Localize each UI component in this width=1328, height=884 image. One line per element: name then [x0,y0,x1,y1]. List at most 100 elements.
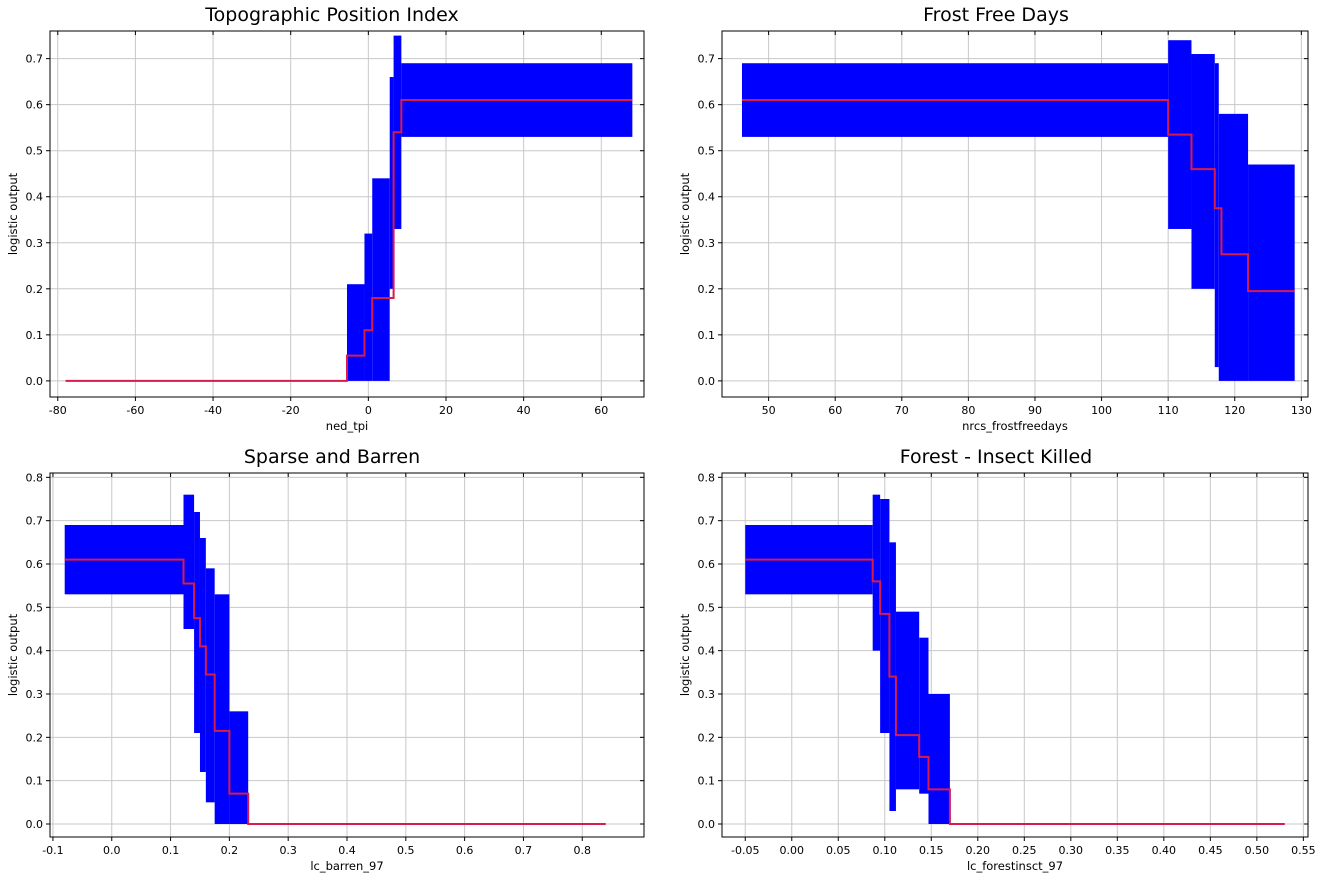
y-tick-label: 0.5 [698,601,716,614]
band-segment [1248,164,1295,381]
chart-panel-frost-free-days: Frost Free Days 50 60 70 80 90 100 110 120 130 0.… [664,0,1328,442]
y-tick-label: 0.2 [698,283,716,296]
y-tick-label: 0.6 [26,558,44,571]
x-tick-label: -20 [282,404,300,417]
band-segment [372,178,390,381]
y-tick-label: 0.3 [698,237,716,250]
x-tick-label: 90 [1028,404,1042,417]
x-tick-label: 80 [961,404,975,417]
x-tick-label: 0.50 [1245,844,1270,857]
response-line [65,99,633,382]
response-line [745,558,1285,825]
band-segment [199,538,206,772]
x-tick-label: 50 [762,404,776,417]
y-tick-label: 0.1 [698,775,716,788]
y-tick-label: 0.6 [698,558,716,571]
x-axis-label: lc_barren_97 [310,859,383,873]
y-tick-label: 0.1 [26,775,44,788]
x-tick-label: -80 [49,404,67,417]
chart-panel-tpi: Topographic Position Index -80 -60 -40 -20 0… [0,0,664,442]
x-tick-label: 120 [1224,404,1245,417]
x-tick-label: 0.3 [279,844,297,857]
y-tick-label: 0.5 [698,145,716,158]
band-segment [1214,63,1219,368]
x-tick-label: -0.1 [42,844,63,857]
x-tick-label: 20 [439,404,453,417]
y-tick-label: 0.4 [698,191,716,204]
chart-svg: -80 -60 -40 -20 0 20 40 60 0.0 0.1 0.2 0.3 0.4 0.5 0.6… [6,30,645,433]
x-tick-label: 60 [594,404,608,417]
chart-title: Forest - Insect Killed [899,446,1093,468]
y-tick-label: 0.2 [26,731,44,744]
x-tick-label: 60 [828,404,842,417]
y-tick-label: 0.7 [698,53,716,66]
y-tick-label: 0.4 [698,645,716,658]
y-axis-label: logistic output [6,613,20,696]
x-tick-label: 0.15 [919,844,944,857]
x-tick-label: 0.30 [1059,844,1084,857]
chart-panel-sparse-barren: Sparse and Barren -0.1 0.0 0.1 0.2 0.3 0.4 0.5… [0,442,664,884]
x-tick-label: 0.5 [397,844,415,857]
y-tick-label: 0.5 [26,145,44,158]
y-tick-label: 0.7 [698,515,716,528]
y-axis-label: logistic output [6,172,20,255]
y-tick-label: 0.5 [26,601,44,614]
x-tick-label: 0.00 [780,844,805,857]
x-tick-label: 0.1 [162,844,180,857]
response-line [64,558,606,825]
plot-frame [721,472,1309,838]
x-tick-label: 0.45 [1198,844,1223,857]
band-segment [1218,113,1249,381]
band-segment [364,233,373,381]
y-tick-label: 0.4 [26,191,44,204]
x-axis-label: nrcs_frostfreedays [962,419,1068,433]
x-tick-label: 0.35 [1105,844,1130,857]
y-tick-label: 0.3 [698,688,716,701]
x-tick-label: 0.10 [873,844,898,857]
chart-svg: 50 60 70 80 90 100 110 120 130 0.0 0.1 0.2 0.3 0.4 0.5… [678,30,1312,433]
y-tick-label: 0.2 [26,283,44,296]
y-tick-label: 0.0 [26,818,44,831]
x-tick-label: -40 [204,404,222,417]
band-segment [919,637,929,794]
x-tick-label: 0.40 [1152,844,1177,857]
band-segment [880,499,890,733]
band-segment [872,494,881,651]
x-tick-label: -0.05 [731,844,759,857]
band-segment [214,594,230,824]
band-segment [895,611,920,790]
x-tick-label: 0.4 [338,844,356,857]
chart-title: Topographic Position Index [205,4,459,26]
y-tick-label: 0.0 [698,818,716,831]
y-tick-label: 0.7 [26,515,44,528]
x-tick-label: 0.20 [966,844,991,857]
y-tick-label: 0.3 [26,237,44,250]
x-tick-label: 110 [1158,404,1179,417]
band-segment [389,77,394,289]
y-tick-label: 0.3 [26,688,44,701]
y-tick-label: 0.8 [698,471,716,484]
y-axis-label: logistic output [678,172,692,255]
chart-title: Frost Free Days [923,4,1069,26]
x-tick-label: 0.25 [1012,844,1036,857]
chart-svg: -0.1 0.0 0.1 0.2 0.3 0.4 0.5 0.6 0.7 0.8 0.0 0.1 0.2… [6,471,645,873]
y-tick-label: 0.1 [26,329,44,342]
band-segment [194,512,200,733]
band-segment [183,494,195,629]
y-tick-label: 0.4 [26,645,44,658]
x-tick-label: 0.05 [826,844,851,857]
plot-frame [721,30,1309,398]
band-segment [1191,54,1215,289]
x-axis-label: lc_forestinsct_97 [967,859,1063,873]
band-segment [347,284,365,381]
chart-panel-forest-insect-killed: Forest - Insect Killed -0.05 0.00 0.05 0.10… [664,442,1328,884]
y-tick-label: 0.0 [698,375,716,388]
x-tick-label: 0.8 [573,844,591,857]
y-tick-label: 0.0 [26,375,44,388]
y-axis-label: logistic output [678,613,692,696]
x-axis-label: ned_tpi [326,419,368,433]
y-tick-label: 0.8 [26,471,44,484]
band-segment [205,568,215,803]
x-tick-label: 0.6 [456,844,474,857]
band-segment [229,711,249,824]
